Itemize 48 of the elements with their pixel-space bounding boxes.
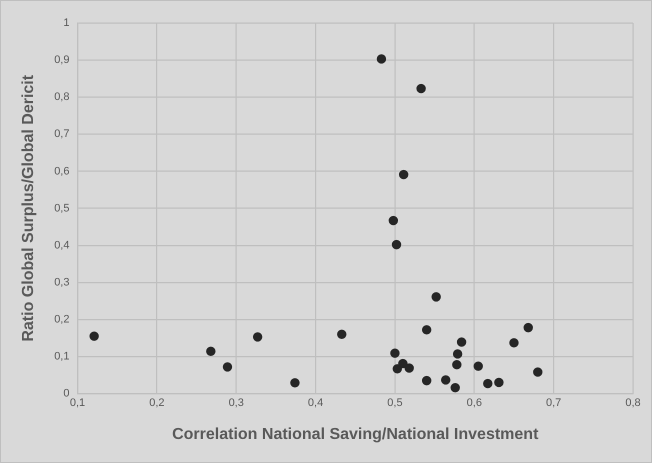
point <box>456 337 466 347</box>
x-tick-label: 0,7 <box>546 397 562 410</box>
point <box>89 331 99 341</box>
x-tick-label: 0,8 <box>625 397 641 410</box>
x-tick-label: 0,5 <box>387 397 403 410</box>
y-tick-label: 0 <box>63 388 70 400</box>
x-axis-title: Correlation National Saving/National Investment <box>172 426 540 443</box>
y-axis-title: Ratio Global Surplus/Global Dericit <box>20 74 38 342</box>
x-tick-label: 0,3 <box>228 397 244 410</box>
point <box>422 325 432 335</box>
point <box>533 367 542 377</box>
point <box>416 84 426 94</box>
point <box>376 54 386 64</box>
point <box>206 346 216 356</box>
point <box>392 364 402 374</box>
point <box>290 378 300 388</box>
point <box>222 362 232 372</box>
point <box>392 240 402 250</box>
point <box>450 382 460 392</box>
y-tick-label: 0,9 <box>54 54 70 66</box>
point <box>509 338 519 348</box>
x-tick-label: 0,6 <box>466 397 482 410</box>
point <box>441 375 450 385</box>
point <box>452 360 462 370</box>
point <box>390 348 400 358</box>
point <box>398 170 408 180</box>
y-tick-label: 0,6 <box>54 165 70 178</box>
x-tick-label: 0,2 <box>149 397 164 410</box>
x-tick-label: 0,4 <box>308 397 324 410</box>
y-tick-label: 0,4 <box>54 239 70 252</box>
y-tick-label: 0,1 <box>54 350 70 363</box>
y-tick-label: 1 <box>63 17 70 30</box>
y-tick-label: 0,2 <box>54 314 70 326</box>
y-tick-label: 0,8 <box>54 91 70 104</box>
point <box>422 376 432 386</box>
point <box>252 332 262 342</box>
y-tick-label: 0,3 <box>54 276 70 288</box>
point <box>494 378 504 388</box>
point <box>483 378 492 388</box>
point <box>388 216 398 226</box>
point <box>404 363 414 373</box>
y-tick-label: 0,7 <box>54 128 70 140</box>
point <box>474 361 483 371</box>
point <box>431 292 441 302</box>
point <box>452 349 462 359</box>
point <box>337 330 346 340</box>
point <box>524 322 533 332</box>
y-tick-label: 0,5 <box>54 202 70 214</box>
